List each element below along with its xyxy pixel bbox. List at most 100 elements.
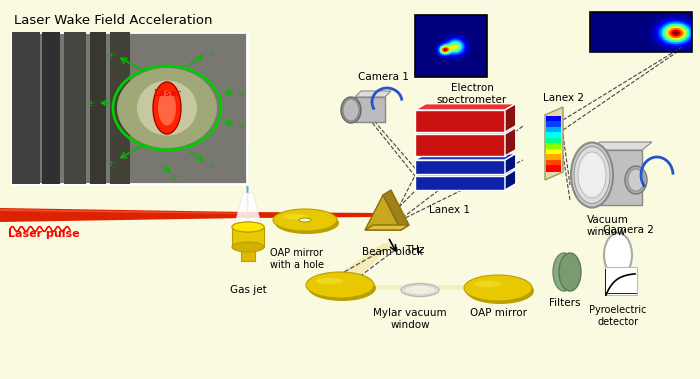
Polygon shape — [545, 107, 563, 180]
Text: Lanex 2: Lanex 2 — [543, 93, 584, 103]
Bar — [546, 154, 561, 161]
Text: THz: THz — [405, 245, 424, 255]
Ellipse shape — [343, 99, 359, 121]
Text: Camera 1: Camera 1 — [358, 72, 408, 82]
Ellipse shape — [474, 281, 501, 287]
Text: e⁻: e⁻ — [171, 174, 179, 183]
Bar — [232, 227, 264, 247]
Text: e⁻: e⁻ — [239, 122, 247, 130]
Polygon shape — [590, 142, 652, 150]
Ellipse shape — [404, 285, 436, 295]
Ellipse shape — [117, 68, 217, 148]
Polygon shape — [248, 212, 380, 218]
Polygon shape — [505, 104, 516, 132]
Polygon shape — [505, 154, 516, 174]
Ellipse shape — [308, 275, 376, 301]
Polygon shape — [234, 193, 262, 227]
Ellipse shape — [574, 147, 610, 204]
Ellipse shape — [283, 214, 308, 219]
Polygon shape — [415, 110, 505, 132]
Polygon shape — [415, 128, 516, 134]
Text: Lanex 1: Lanex 1 — [429, 205, 470, 215]
Polygon shape — [438, 285, 464, 290]
Bar — [241, 243, 255, 261]
Ellipse shape — [275, 212, 339, 234]
Ellipse shape — [158, 91, 176, 125]
Polygon shape — [306, 285, 402, 290]
Text: e⁻: e⁻ — [209, 161, 217, 171]
Ellipse shape — [299, 218, 311, 222]
Bar — [546, 160, 561, 167]
Ellipse shape — [464, 275, 532, 301]
Ellipse shape — [273, 209, 337, 231]
Polygon shape — [330, 243, 395, 280]
Ellipse shape — [306, 272, 374, 298]
Ellipse shape — [232, 222, 264, 232]
Text: Pyroelectric
detector: Pyroelectric detector — [589, 305, 647, 327]
Polygon shape — [0, 209, 248, 214]
Polygon shape — [355, 91, 391, 97]
Text: e⁻: e⁻ — [108, 52, 116, 61]
Polygon shape — [505, 170, 516, 190]
Bar — [110, 32, 130, 184]
Bar — [590, 12, 692, 52]
Text: e⁻: e⁻ — [88, 99, 97, 108]
Polygon shape — [415, 176, 505, 190]
Text: Laser: Laser — [153, 89, 181, 99]
Polygon shape — [415, 104, 516, 110]
Ellipse shape — [578, 152, 606, 198]
Polygon shape — [415, 160, 505, 174]
Bar — [546, 127, 561, 134]
Text: Laser Wake Field Acceleration: Laser Wake Field Acceleration — [14, 14, 213, 27]
Ellipse shape — [232, 222, 264, 232]
Text: e⁻: e⁻ — [239, 89, 247, 97]
Ellipse shape — [466, 278, 534, 304]
Text: Beam block: Beam block — [363, 247, 424, 257]
Ellipse shape — [316, 278, 344, 284]
Polygon shape — [505, 128, 516, 156]
Ellipse shape — [628, 169, 644, 191]
Bar — [415, 15, 487, 77]
Ellipse shape — [625, 166, 647, 194]
Text: Filters: Filters — [550, 298, 581, 308]
Bar — [64, 32, 86, 184]
Ellipse shape — [341, 97, 361, 123]
Ellipse shape — [401, 283, 439, 296]
Polygon shape — [0, 208, 248, 222]
Bar — [546, 149, 561, 156]
Ellipse shape — [604, 233, 632, 277]
Bar — [546, 138, 561, 145]
Bar — [546, 121, 561, 128]
Polygon shape — [415, 154, 516, 160]
Ellipse shape — [559, 253, 581, 291]
Ellipse shape — [137, 80, 197, 136]
Polygon shape — [415, 134, 505, 156]
Bar — [90, 32, 106, 184]
Bar — [12, 32, 40, 184]
Bar — [605, 267, 637, 295]
Bar — [546, 143, 561, 150]
Text: OAP mirror
with a hole: OAP mirror with a hole — [270, 248, 324, 269]
Bar — [12, 32, 247, 184]
Text: Camera 2: Camera 2 — [603, 225, 653, 235]
Ellipse shape — [232, 242, 264, 252]
Text: e⁻: e⁻ — [108, 158, 116, 168]
Polygon shape — [383, 190, 409, 230]
Ellipse shape — [571, 143, 613, 207]
Text: Vacuum
window: Vacuum window — [587, 215, 629, 236]
Bar — [42, 32, 60, 184]
Text: Electron
spectrometer: Electron spectrometer — [437, 83, 507, 105]
Text: Laser pulse: Laser pulse — [8, 229, 80, 239]
Polygon shape — [415, 170, 516, 176]
Polygon shape — [365, 225, 409, 230]
Polygon shape — [365, 195, 401, 230]
Text: OAP mirror: OAP mirror — [470, 308, 526, 318]
Bar — [546, 116, 561, 123]
Ellipse shape — [153, 82, 181, 134]
Ellipse shape — [553, 253, 575, 291]
Bar — [546, 165, 561, 172]
Text: Mylar vacuum
window: Mylar vacuum window — [373, 308, 447, 330]
Text: e⁻: e⁻ — [209, 49, 217, 58]
Text: Gas jet: Gas jet — [230, 285, 267, 295]
Bar — [590, 150, 642, 205]
